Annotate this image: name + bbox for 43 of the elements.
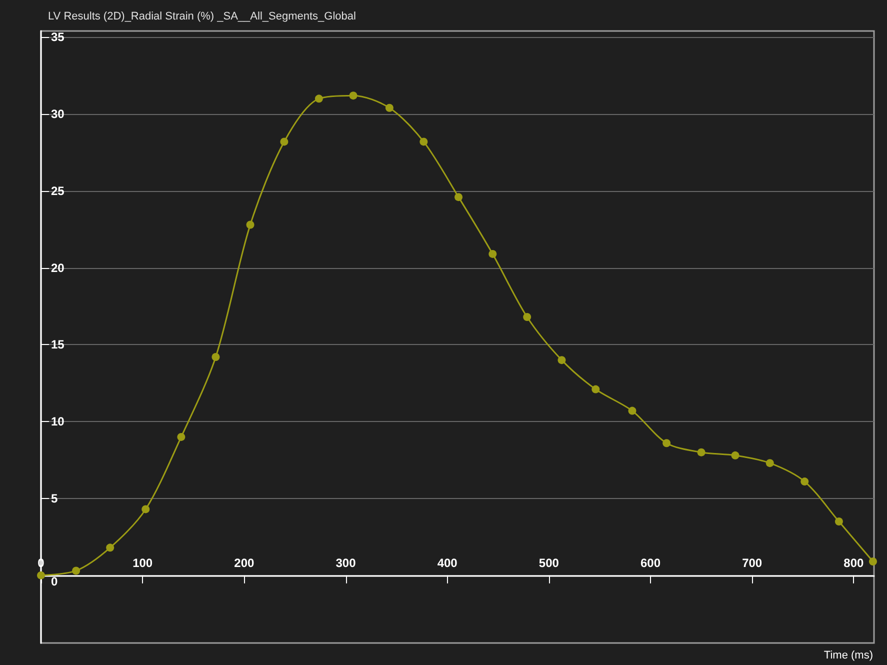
y-tick-label: 30 — [51, 107, 65, 122]
point — [106, 544, 114, 552]
point — [731, 451, 740, 460]
point — [697, 448, 706, 456]
x-tick-label: 200 — [234, 556, 255, 570]
point — [212, 352, 220, 361]
y-tick-label: 35 — [51, 30, 65, 44]
point — [834, 518, 843, 526]
y-tick-label: 15 — [51, 338, 65, 352]
x-tick-label: 300 — [336, 556, 356, 570]
y-tick-label: 20 — [51, 260, 65, 275]
x-axis-title: Time (ms) — [824, 650, 874, 662]
point — [246, 220, 254, 229]
x-tick-label: 400 — [437, 556, 458, 570]
point — [558, 356, 566, 364]
point — [420, 138, 428, 146]
point — [280, 138, 288, 146]
y-tick-label: 5 — [51, 491, 58, 506]
point — [523, 313, 532, 322]
point — [662, 439, 671, 448]
point — [349, 92, 358, 100]
point — [454, 193, 463, 202]
y-tick-label: 25 — [51, 184, 65, 198]
point — [142, 505, 150, 514]
x-tick-label: 100 — [132, 556, 153, 570]
x-tick-label: 700 — [742, 556, 762, 570]
point — [766, 459, 774, 468]
point — [37, 571, 45, 580]
point — [385, 104, 394, 112]
x-tick-label: 800 — [844, 556, 864, 570]
point — [314, 94, 323, 103]
y-tick-label: 0 — [51, 574, 58, 588]
point — [177, 432, 186, 441]
point — [592, 385, 600, 394]
x-tick-label: 500 — [538, 556, 560, 570]
point — [628, 406, 636, 415]
x-tick-label: 600 — [640, 556, 661, 570]
point — [800, 478, 809, 486]
point — [72, 566, 80, 575]
point — [488, 250, 497, 258]
y-tick-label: 10 — [51, 414, 65, 429]
point — [868, 558, 877, 566]
chart-title: LV Results (2D)_Radial Strain (%) _SA__All_Segments_Global — [48, 10, 356, 22]
